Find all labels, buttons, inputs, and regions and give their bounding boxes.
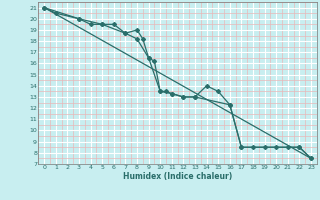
X-axis label: Humidex (Indice chaleur): Humidex (Indice chaleur): [123, 172, 232, 181]
